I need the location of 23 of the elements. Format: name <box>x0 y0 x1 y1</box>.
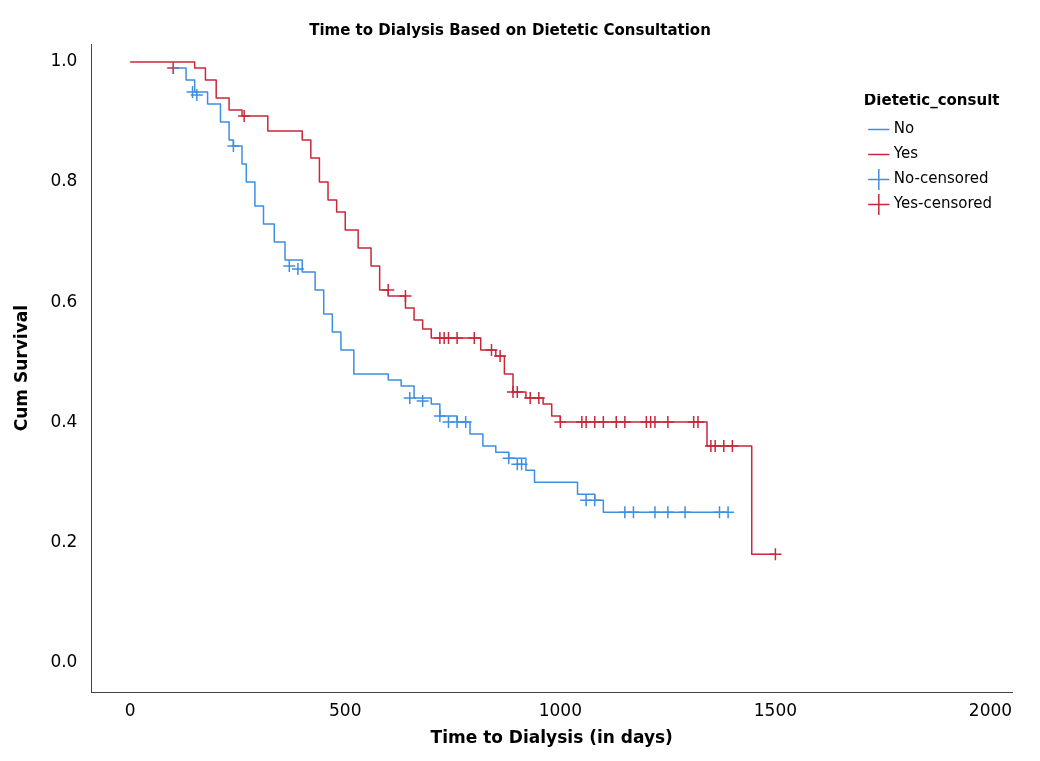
y-tick-label: 0.4 <box>50 410 78 431</box>
point <box>291 262 305 276</box>
y-tick-label: 0.2 <box>50 530 78 551</box>
y-tick-label: 0.0 <box>50 650 78 671</box>
legend-label: No-censored <box>893 169 989 188</box>
x-tick-label: 0 <box>124 699 136 720</box>
x-tick-label: 1500 <box>753 699 798 720</box>
x-tick-label: 500 <box>329 699 362 720</box>
legend-label: No <box>893 119 915 138</box>
legend-label: Yes-censored <box>892 194 993 213</box>
legend-title: Dietetic_consult <box>863 91 1000 110</box>
point <box>282 259 297 273</box>
point <box>415 394 430 408</box>
y-tick-label: 1.0 <box>50 50 78 71</box>
legend-label: Yes <box>892 144 919 163</box>
y-tick-label: 0.6 <box>50 290 78 311</box>
x-tick-label: 2000 <box>968 699 1013 720</box>
x-axis-title: Time to Dialysis (in days) <box>430 727 673 748</box>
y-tick-label: 0.8 <box>50 170 78 191</box>
point <box>514 457 529 471</box>
x-tick-label: 1000 <box>538 699 582 720</box>
y-axis-title: Cum Survival <box>10 304 31 432</box>
chart-title: Time to Dialysis Based on Dietetic Consultation <box>309 20 711 39</box>
